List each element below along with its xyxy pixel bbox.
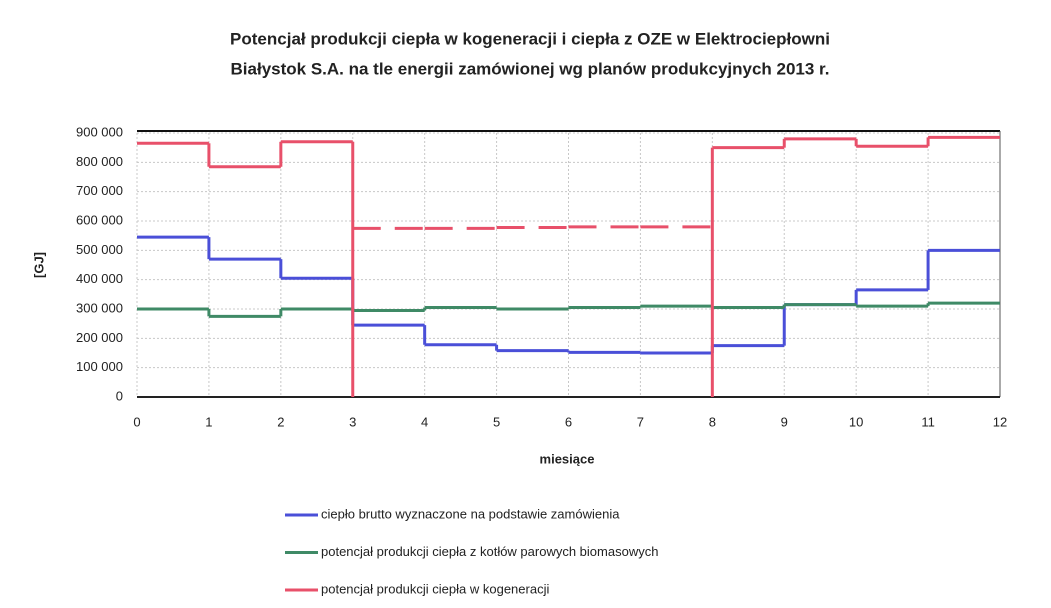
y-tick-label: 900 000: [76, 124, 123, 139]
x-tick-label: 9: [781, 414, 788, 429]
x-tick-label: 8: [709, 414, 716, 429]
x-tick-label: 4: [421, 414, 428, 429]
x-tick-label: 2: [277, 414, 284, 429]
chart-title: Białystok S.A. na tle energii zamówionej…: [231, 59, 830, 78]
legend-label: potencjał produkcji ciepła w kogeneracji: [321, 581, 549, 596]
legend-label: ciepło brutto wyznaczone na podstawie za…: [321, 506, 620, 521]
x-tick-label: 10: [849, 414, 863, 429]
chart-title: Potencjał produkcji ciepła w kogeneracji…: [230, 29, 830, 48]
y-tick-label: 200 000: [76, 330, 123, 345]
x-tick-label: 11: [921, 414, 935, 429]
x-tick-label: 0: [133, 414, 140, 429]
x-tick-label: 12: [993, 414, 1007, 429]
y-tick-label: 0: [116, 388, 123, 403]
y-tick-label: 400 000: [76, 271, 123, 286]
x-tick-label: 6: [565, 414, 572, 429]
y-tick-label: 700 000: [76, 183, 123, 198]
x-tick-label: 1: [205, 414, 212, 429]
y-tick-label: 800 000: [76, 154, 123, 169]
y-tick-label: 500 000: [76, 242, 123, 257]
x-axis-label: miesiące: [540, 451, 595, 466]
legend-label: potencjał produkcji ciepła z kotłów paro…: [321, 544, 658, 559]
x-tick-label: 5: [493, 414, 500, 429]
x-tick-label: 3: [349, 414, 356, 429]
y-axis-label: [GJ]: [31, 252, 46, 278]
y-tick-label: 100 000: [76, 359, 123, 374]
x-tick-label: 7: [637, 414, 644, 429]
y-tick-label: 300 000: [76, 300, 123, 315]
y-tick-label: 600 000: [76, 212, 123, 227]
